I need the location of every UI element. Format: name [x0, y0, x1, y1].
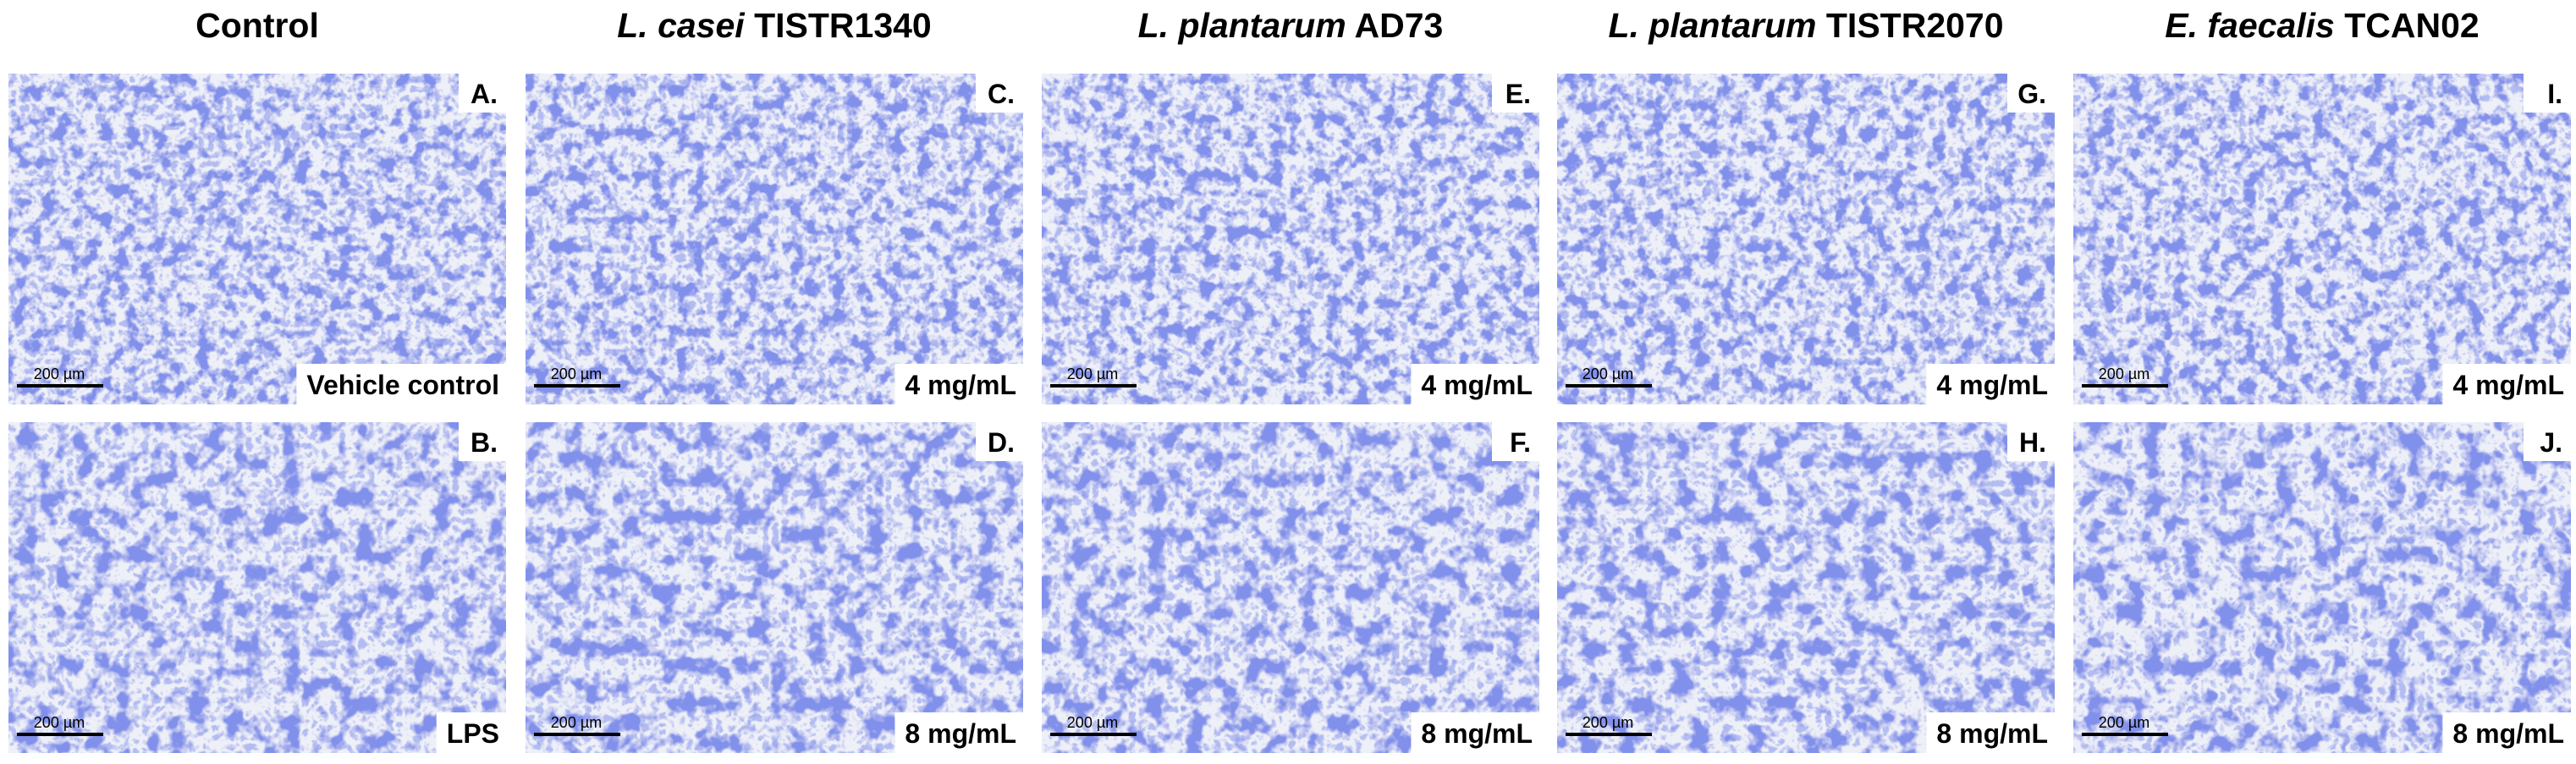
column-title: Control — [195, 6, 319, 45]
micrograph-panel: I. 4 mg/mL 200 µm — [2073, 74, 2571, 404]
letter-box — [976, 74, 1023, 113]
strain-name: AD73 — [1355, 6, 1444, 45]
micrograph-panel: D. 8 mg/mL 200 µm — [526, 422, 1023, 753]
scale-bar-label: 200 µm — [551, 366, 602, 382]
panel-label: 4 mg/mL — [1936, 370, 2048, 400]
panel-letter: G. — [2017, 79, 2046, 109]
scale-bar-label: 200 µm — [34, 366, 85, 382]
label-box — [296, 364, 506, 404]
label-box — [894, 364, 1023, 404]
panel-label: 8 mg/mL — [1936, 718, 2048, 749]
label-box — [436, 712, 506, 753]
micrograph — [526, 74, 1023, 404]
scale-bar-label: 200 µm — [2099, 366, 2149, 382]
panel-label: Vehicle control — [306, 370, 499, 400]
space — [745, 6, 754, 45]
micrograph-panel: F. 8 mg/mL 200 µm — [1042, 422, 1539, 753]
letter-box — [1492, 74, 1539, 113]
micrograph — [1042, 422, 1539, 753]
micrograph — [2073, 74, 2571, 404]
panel-letter: D. — [988, 427, 1015, 458]
scale-bar-label: 200 µm — [2099, 714, 2149, 731]
micrograph-panel: A. Vehicle control 200 µm — [8, 74, 506, 404]
column-title: L. casei TISTR1340 — [617, 6, 932, 45]
space — [1346, 6, 1355, 45]
panel-label: 4 mg/mL — [905, 370, 1016, 400]
column-title: L. plantarum TISTR2070 — [1608, 6, 2003, 45]
panel-label: 8 mg/mL — [2452, 718, 2564, 749]
micrograph-panel: J. 8 mg/mL 200 µm — [2073, 422, 2571, 753]
letter-box — [2524, 422, 2571, 461]
species-name: E. faecalis — [2165, 6, 2335, 45]
panel-label: 8 mg/mL — [1421, 718, 1533, 749]
scale-bar-label: 200 µm — [551, 714, 602, 731]
micrograph — [1557, 422, 2055, 753]
letter-box — [2007, 74, 2055, 113]
panel-letter: C. — [988, 79, 1015, 109]
column-title: L. plantarum AD73 — [1138, 6, 1444, 45]
letter-box — [976, 422, 1023, 461]
letter-box — [459, 422, 506, 461]
column-title: E. faecalis TCAN02 — [2165, 6, 2479, 45]
panel-letter: H. — [2019, 427, 2046, 458]
micrograph — [8, 74, 506, 404]
species-name: L. casei — [617, 6, 746, 45]
scale-bar-label: 200 µm — [1582, 366, 1633, 382]
letter-box — [2007, 422, 2055, 461]
panel-letter: I. — [2547, 79, 2562, 109]
panel-label: LPS — [447, 718, 499, 749]
scale-bar-label: 200 µm — [1067, 366, 1118, 382]
label-box — [894, 712, 1023, 753]
space — [2335, 6, 2344, 45]
panel-letter: B. — [471, 427, 498, 458]
scale-bar-label: 200 µm — [1582, 714, 1633, 731]
label-box — [1926, 712, 2055, 753]
panel-letter: A. — [471, 79, 498, 109]
micrograph — [2073, 422, 2571, 753]
strain-name: TISTR2070 — [1826, 6, 2004, 45]
micrograph-panel: H. 8 mg/mL 200 µm — [1557, 422, 2055, 753]
label-box — [1411, 364, 1539, 404]
label-box — [2442, 712, 2571, 753]
label-box — [1411, 712, 1539, 753]
letter-box — [2524, 74, 2571, 113]
letter-box — [1492, 422, 1539, 461]
micrograph — [1042, 74, 1539, 404]
panel-letter: J. — [2540, 427, 2562, 458]
strain-name: TCAN02 — [2344, 6, 2479, 45]
species-name: L. plantarum — [1138, 6, 1346, 45]
species-name: L. plantarum — [1608, 6, 1816, 45]
micrograph — [8, 422, 506, 753]
letter-box — [459, 74, 506, 113]
panel-label: 8 mg/mL — [905, 718, 1016, 749]
micrograph-panel: E. 4 mg/mL 200 µm — [1042, 74, 1539, 404]
space — [1816, 6, 1825, 45]
label-box — [1926, 364, 2055, 404]
micrograph-panel: C. 4 mg/mL 200 µm — [526, 74, 1023, 404]
strain-name: TISTR1340 — [754, 6, 932, 45]
micrograph-panel: G. 4 mg/mL 200 µm — [1557, 74, 2055, 404]
label-box — [2442, 364, 2571, 404]
panel-label: 4 mg/mL — [1421, 370, 1533, 400]
scale-bar-label: 200 µm — [1067, 714, 1118, 731]
panel-letter: F. — [1510, 427, 1531, 458]
micrograph — [526, 422, 1023, 753]
scale-bar-label: 200 µm — [34, 714, 85, 731]
micrograph — [1557, 74, 2055, 404]
panel-letter: E. — [1505, 79, 1531, 109]
micrograph-panel: B. LPS 200 µm — [8, 422, 506, 753]
panel-label: 4 mg/mL — [2452, 370, 2564, 400]
